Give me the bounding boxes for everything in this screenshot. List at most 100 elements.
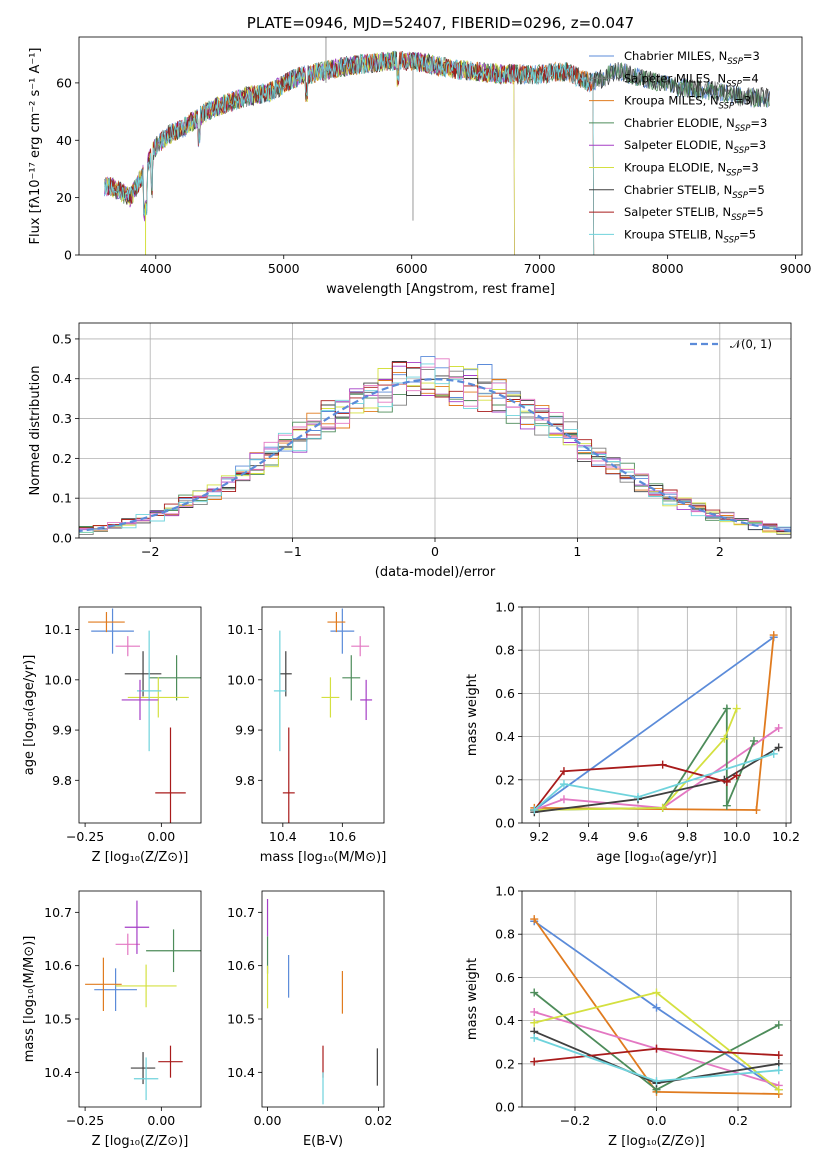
x-tick-label: 9.4 — [579, 829, 599, 844]
x-tick-label: −0.2 — [560, 1113, 590, 1128]
x-tick-label: −1 — [283, 544, 301, 559]
y-tick-label: 0.4 — [52, 371, 72, 386]
y-tick-label: 60 — [56, 75, 72, 90]
y-tick-label: 10.5 — [227, 1012, 255, 1027]
y-tick-label: 0.4 — [495, 729, 515, 744]
x-tick-label: 9.8 — [677, 829, 697, 844]
x-tick-label: 0.00 — [147, 1113, 175, 1128]
y-axis-label: Normed distribution — [28, 366, 43, 496]
legend-label: Salpeter STELIB, NSSP=5 — [624, 205, 764, 223]
legend-label: Chabrier MILES, NSSP=3 — [624, 49, 760, 67]
errorbar-point-7 — [121, 679, 159, 721]
axes-frame — [521, 890, 792, 1108]
errorbar-point-8 — [155, 727, 186, 823]
errorbar-point-2 — [115, 636, 140, 657]
errorbar-point-8 — [282, 727, 295, 823]
x-axis-label: Z [log₁₀(Z/Z⊙)] — [608, 1134, 705, 1149]
errorbar-point-4 — [146, 929, 201, 973]
errorbar-point-5 — [321, 677, 340, 718]
y-tick-label: 0.8 — [495, 927, 515, 942]
spectrum-lines — [104, 37, 770, 255]
x-tick-label: 9000 — [780, 261, 812, 276]
x-tick-label: 5000 — [268, 261, 300, 276]
errorbar-point-6 — [273, 630, 286, 752]
y-tick-label: 9.8 — [235, 773, 255, 788]
spectrum-series-7 — [104, 50, 595, 255]
axes-frame — [261, 890, 385, 1108]
legend-label-sub: SSP — [726, 79, 742, 89]
legend-label-sub: SSP — [726, 169, 742, 179]
weight-marker — [774, 1066, 783, 1075]
weight-marker — [769, 749, 778, 758]
legend-label-sub: SSP — [734, 146, 750, 156]
normal-curve — [79, 378, 791, 533]
legend-label-suffix: =5 — [739, 227, 756, 241]
y-tick-label: 20 — [56, 190, 72, 205]
chart-title: PLATE=0946, MJD=52407, FIBERID=0296, z=0… — [247, 14, 634, 32]
errorbar-point-4 — [342, 655, 361, 701]
weight-marker — [732, 704, 741, 713]
y-tick-label: 1.0 — [495, 600, 515, 615]
weight-marker — [652, 1077, 661, 1086]
weight-marker — [749, 736, 758, 745]
y-tick-label: 10.4 — [227, 1065, 255, 1080]
legend-label-suffix: =3 — [742, 161, 759, 175]
errorbar-point-0 — [330, 608, 355, 654]
y-tick-label: 0.0 — [52, 531, 72, 546]
legend-label-main: Salpeter ELODIE, N — [624, 138, 734, 152]
errorbar-point-2 — [351, 636, 370, 657]
legend-label: Kroupa STELIB, NSSP=5 — [624, 227, 756, 245]
y-tick-label: 0.8 — [495, 643, 515, 658]
panel-age_vs_Z: −0.25 0.00 9.8 9.9 10.0 10.1 Z [log₁₀(Z/Z⊙)] ag… — [22, 606, 202, 865]
x-tick-label: 1 — [573, 544, 581, 559]
y-tick-label: 10.6 — [227, 958, 255, 973]
panel-residuals: −2 −1 0 1 2 0.0 0.1 0.2 0.3 0.4 0.5 (data-model)/er… — [28, 322, 792, 580]
weight-marker — [530, 1033, 539, 1042]
errorbar-point-5 — [115, 964, 177, 1008]
points — [85, 900, 201, 1101]
weight-line-4 — [534, 708, 738, 811]
legend-label-suffix: =5 — [747, 205, 764, 219]
errorbar-point-8 — [133, 1057, 159, 1101]
x-tick-label: 0 — [431, 544, 439, 559]
weight-marker — [559, 795, 568, 804]
y-tick-label: 9.9 — [235, 723, 255, 738]
weight-marker — [530, 1018, 539, 1027]
x-tick-label: 6000 — [396, 261, 428, 276]
weight-marker — [722, 704, 731, 713]
x-tick-label: 2 — [716, 544, 724, 559]
legend-label-main: Salpeter MILES, N — [624, 71, 726, 85]
axes-frame — [78, 606, 202, 824]
y-tick-label: 0.6 — [495, 686, 515, 701]
weight-marker — [559, 767, 568, 776]
y-axis-label: mass weight — [465, 674, 480, 756]
y-tick-label: 0.1 — [52, 491, 72, 506]
y-tick-label: 0.2 — [52, 451, 72, 466]
weight-marker — [633, 793, 642, 802]
legend-label-sub: SSP — [724, 235, 740, 245]
legend-label-main: Salpeter STELIB, N — [624, 205, 731, 219]
legend-label-suffix: =3 — [734, 94, 751, 108]
x-axis-label: mass [log₁₀(M/M⊙)] — [260, 850, 387, 865]
panel-weight_vs_Z: −0.2 0.0 0.2 0.0 0.2 0.4 0.6 0.8 1.0 Z [log₁₀(Z/Z… — [465, 884, 792, 1149]
y-tick-label: 9.9 — [52, 723, 72, 738]
points — [273, 608, 373, 823]
weight-marker — [658, 760, 667, 769]
legend-label-suffix: =3 — [750, 116, 767, 130]
x-tick-label: 9.6 — [628, 829, 648, 844]
spectrum-series-4 — [104, 51, 515, 255]
weight-marker — [652, 988, 661, 997]
lines — [530, 631, 783, 817]
y-axis-label: mass weight — [465, 958, 480, 1040]
y-tick-label: 10.0 — [44, 672, 72, 687]
weight-marker — [652, 1044, 661, 1053]
weight-marker — [732, 771, 741, 780]
legend-label-normal: 𝒩(0, 1) — [730, 337, 772, 351]
panel-mass_vs_EBV: 0.00 0.02 10.4 10.5 10.6 10.7 E(B-V) — [227, 890, 392, 1149]
spectrum-series-2 — [104, 51, 595, 255]
weight-line-0 — [533, 636, 775, 811]
x-tick-label: 9.2 — [529, 829, 549, 844]
y-tick-label: 10.1 — [44, 622, 72, 637]
weight-marker — [720, 734, 729, 743]
